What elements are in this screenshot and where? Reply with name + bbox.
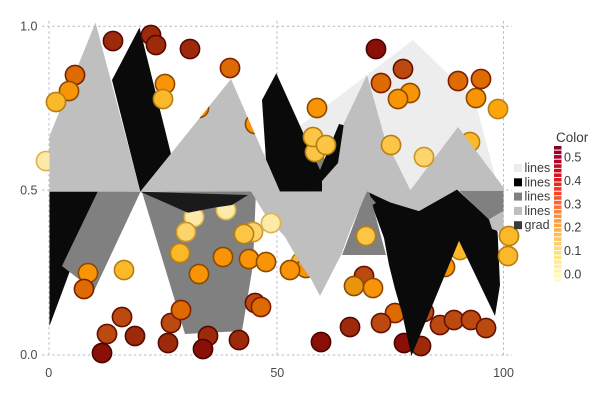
svg-text:0.4: 0.4 bbox=[564, 174, 581, 188]
svg-text:1.0: 1.0 bbox=[20, 20, 37, 34]
svg-text:grad: grad bbox=[525, 218, 550, 232]
svg-text:Color: Color bbox=[556, 130, 589, 145]
svg-text:0.2: 0.2 bbox=[564, 221, 581, 235]
svg-text:0.5: 0.5 bbox=[564, 151, 581, 165]
svg-text:0.0: 0.0 bbox=[20, 348, 37, 362]
svg-text:0.0: 0.0 bbox=[564, 268, 581, 282]
svg-text:0.3: 0.3 bbox=[564, 197, 581, 211]
svg-text:lines: lines bbox=[525, 175, 551, 189]
svg-text:lines: lines bbox=[525, 161, 551, 175]
svg-text:0.1: 0.1 bbox=[564, 244, 581, 258]
svg-text:lines: lines bbox=[525, 204, 551, 218]
svg-text:100: 100 bbox=[493, 366, 514, 380]
svg-text:0.5: 0.5 bbox=[20, 184, 37, 198]
svg-text:50: 50 bbox=[270, 366, 284, 380]
svg-text:0: 0 bbox=[45, 366, 52, 380]
svg-text:lines: lines bbox=[525, 190, 551, 204]
